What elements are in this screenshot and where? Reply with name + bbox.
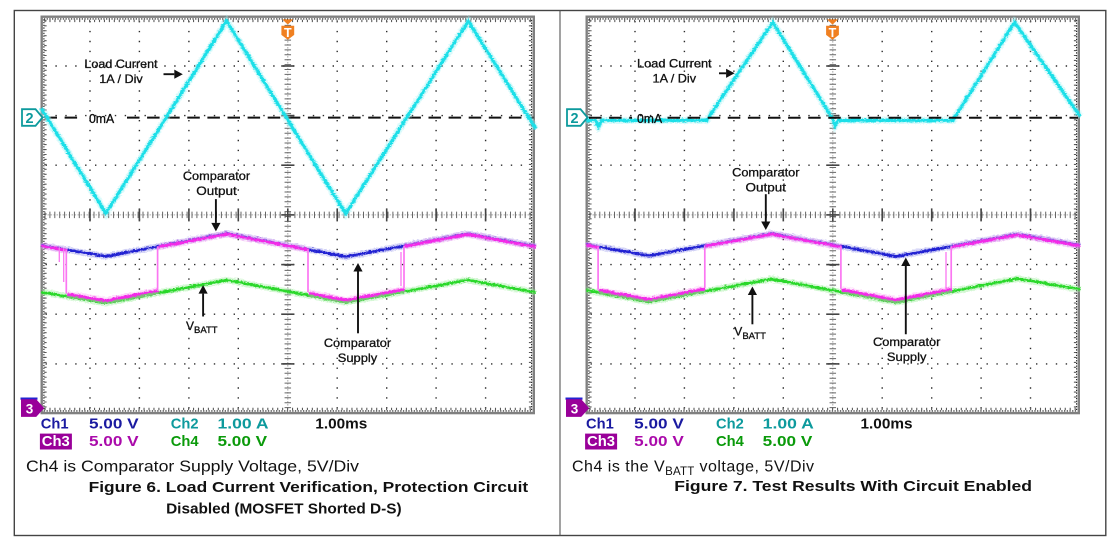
svg-text:Comparator: Comparator [873,335,940,349]
svg-text:Comparator: Comparator [732,165,799,179]
svg-text:0mA: 0mA [637,111,662,126]
svg-text:Figure 7. Test Results With Ci: Figure 7. Test Results With Circuit Enab… [674,478,1032,495]
svg-text:0mA: 0mA [89,111,114,126]
svg-text:1A / Div: 1A / Div [99,72,143,86]
svg-text:Supply: Supply [887,350,927,364]
svg-text:5.00 V: 5.00 V [218,433,268,450]
svg-text:Ch4: Ch4 [716,433,744,450]
svg-text:Ch3: Ch3 [42,433,70,450]
svg-text:Ch4: Ch4 [171,433,199,450]
svg-text:Ch3: Ch3 [587,433,615,450]
svg-text:1.00ms: 1.00ms [861,415,913,432]
svg-text:Ch2: Ch2 [171,415,199,432]
svg-text:1.00ms: 1.00ms [315,415,367,432]
svg-text:Comparator: Comparator [183,169,250,183]
svg-text:Ch1: Ch1 [41,415,69,432]
svg-text:1A / Div: 1A / Div [653,72,697,86]
svg-text:Output: Output [746,180,787,194]
svg-text:T: T [829,26,837,40]
svg-text:2: 2 [570,111,578,127]
svg-text:2: 2 [25,111,33,127]
svg-text:Ch2: Ch2 [716,415,744,432]
svg-text:Ch1: Ch1 [586,415,614,432]
svg-text:Comparator: Comparator [324,336,391,350]
svg-text:Ch4 is Comparator Supply Volta: Ch4 is Comparator Supply Voltage, 5V/Div [26,459,359,476]
svg-text:Load Current: Load Current [637,57,712,71]
svg-text:5.00 V: 5.00 V [634,433,684,450]
svg-text:3: 3 [26,401,34,416]
svg-text:Load Current: Load Current [84,57,158,71]
svg-text:Ch4 is the VBATT voltage, 5V/D: Ch4 is the VBATT voltage, 5V/Div [572,459,815,478]
svg-text:Output: Output [196,184,237,198]
svg-text:5.00 V: 5.00 V [89,415,139,432]
svg-text:1.00 A: 1.00 A [763,415,814,432]
svg-text:5.00 V: 5.00 V [634,415,684,432]
svg-text:T: T [284,26,292,40]
svg-text:Supply: Supply [338,351,378,365]
svg-text:5.00 V: 5.00 V [89,433,139,450]
svg-text:1.00 A: 1.00 A [218,415,269,432]
svg-text:3: 3 [571,401,579,416]
svg-text:Disabled (MOSFET Shorted D-S): Disabled (MOSFET Shorted D-S) [166,501,402,518]
svg-text:5.00 V: 5.00 V [763,433,813,450]
svg-text:Figure 6. Load Current Verific: Figure 6. Load Current Verification, Pro… [89,479,529,496]
